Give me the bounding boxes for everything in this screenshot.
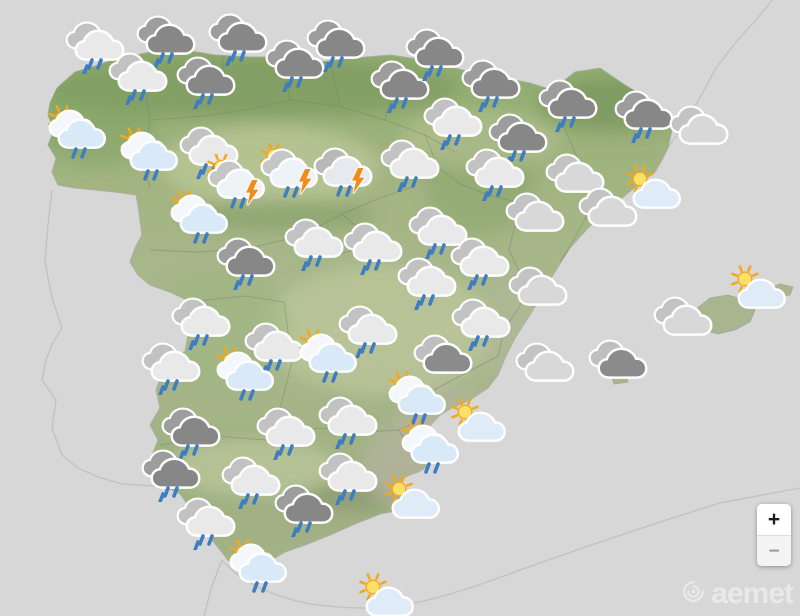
sun-cloud-rain-icon <box>399 419 463 477</box>
clouds-with-rain-icon <box>378 134 442 194</box>
dark-clouds-with-rain-icon <box>304 14 368 74</box>
clouds-with-rain-icon <box>336 300 400 360</box>
clouds-with-rain-icon <box>174 492 238 552</box>
sun-cloud-rain-icon <box>386 370 450 428</box>
dark-clouds-with-rain-icon <box>263 34 327 94</box>
sun-thunderstorm-icon <box>258 142 322 201</box>
dark-clouds-with-rain-icon <box>214 232 278 292</box>
sun-thunderstorm-icon <box>205 153 269 212</box>
dark-clouds-with-rain-icon <box>139 444 203 504</box>
dark-clouds-with-rain-icon <box>134 10 198 70</box>
clouds-with-rain-icon <box>254 402 318 462</box>
clouds-with-rain-icon <box>316 391 380 451</box>
dark-cloud-icon <box>586 334 650 392</box>
africa-atlantic-coastline <box>203 559 223 616</box>
cloudy-icon <box>543 148 607 206</box>
sun-with-cloud-icon <box>621 164 685 222</box>
clouds-with-rain-icon <box>316 447 380 507</box>
aemet-spiral-icon <box>680 578 707 610</box>
clouds-with-rain-icon <box>177 121 241 181</box>
clouds-with-rain-icon <box>63 16 127 76</box>
clouds-with-rain-icon <box>282 213 346 273</box>
cloudy-icon <box>503 187 567 245</box>
sun-cloud-rain-icon <box>214 346 278 404</box>
clouds-with-rain-icon <box>106 47 170 107</box>
cloudy-icon <box>576 182 640 240</box>
dark-clouds-with-rain-icon <box>459 54 523 114</box>
clouds-with-rain-icon <box>448 232 512 292</box>
dark-clouds-with-rain-icon <box>368 55 432 115</box>
sun-cloud-rain-icon <box>227 538 291 596</box>
clouds-with-rain-icon <box>242 317 306 377</box>
cloudy-icon <box>651 291 715 349</box>
thunderstorm-icon <box>311 142 375 200</box>
dark-clouds-with-rain-icon <box>272 479 336 539</box>
dark-clouds-with-rain-icon <box>206 8 270 68</box>
clouds-with-rain-icon <box>139 337 203 397</box>
dark-clouds-with-rain-icon <box>159 402 223 462</box>
clouds-with-rain-icon <box>421 92 485 152</box>
clouds-with-rain-icon <box>169 292 233 352</box>
africa-mediterranean-coastline <box>221 487 800 609</box>
sun-with-cloud-icon <box>380 474 444 532</box>
map-zoom-control: + − <box>757 504 791 566</box>
clouds-with-rain-icon <box>406 201 470 261</box>
dark-clouds-with-rain-icon <box>486 108 550 168</box>
cloudy-icon <box>513 337 577 395</box>
clouds-with-rain-icon <box>463 143 527 203</box>
clouds-with-rain-icon <box>449 293 513 353</box>
clouds-with-rain-icon <box>395 252 459 312</box>
aemet-logo-text: aemet <box>711 577 794 610</box>
clouds-with-rain-icon <box>219 451 283 511</box>
zoom-in-button[interactable]: + <box>757 504 791 535</box>
aemet-logo: aemet <box>680 577 794 611</box>
dark-clouds-with-rain-icon <box>403 23 467 83</box>
sun-cloud-rain-icon <box>46 104 110 162</box>
sun-with-cloud-icon <box>726 264 790 322</box>
sun-with-cloud-icon <box>446 397 510 455</box>
sun-cloud-rain-icon <box>297 328 361 386</box>
cloudy-icon <box>667 100 731 158</box>
dark-clouds-with-rain-icon <box>174 51 238 111</box>
clouds-with-rain-icon <box>341 217 405 277</box>
sun-cloud-rain-icon <box>168 189 232 247</box>
dark-clouds-with-rain-icon <box>536 74 600 134</box>
sun-with-cloud-icon <box>354 572 418 616</box>
portugal-coastline <box>41 189 156 487</box>
sun-cloud-rain-icon <box>118 126 182 184</box>
dark-cloud-icon <box>411 329 475 387</box>
cloudy-icon <box>506 261 570 319</box>
dark-clouds-with-rain-icon <box>612 85 676 145</box>
zoom-out-button[interactable]: − <box>757 535 791 566</box>
